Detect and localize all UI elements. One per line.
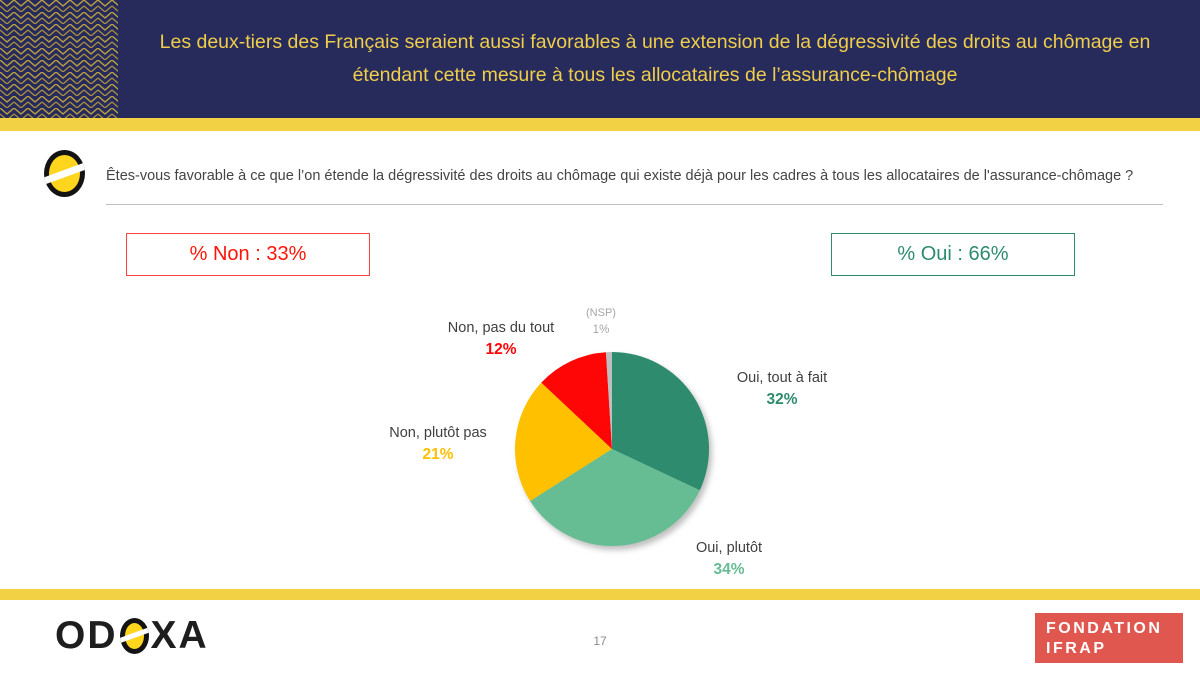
pie-label-non-pas-du-tout-pct: 12% <box>485 341 517 359</box>
odoxa-o-icon <box>119 618 149 654</box>
ifrap-logo-line2: IFRAP <box>1046 639 1107 657</box>
odoxa-logo-right: XA <box>150 614 209 657</box>
pie-slice-0 <box>612 352 709 491</box>
pie-slice-1 <box>530 449 700 546</box>
herringbone-pattern <box>0 0 118 118</box>
pie-label-oui-plutot-text: Oui, plutôt <box>695 540 763 556</box>
pie-label-oui-plutot: Oui, plutôt 34% <box>696 538 762 581</box>
pie-label-non-plutot-pas: Non, plutôt pas 21% <box>389 423 487 466</box>
page-number: 17 <box>593 634 607 648</box>
pie-slice-4 <box>605 352 612 449</box>
fondation-ifrap-logo: FONDATION IFRAP <box>1035 613 1183 663</box>
yellow-stripe-bottom <box>0 589 1200 600</box>
summary-box-oui: % Oui : 66% <box>831 233 1075 276</box>
pie-label-oui-tout-a-fait: Oui, tout à fait 32% <box>737 368 827 411</box>
pie-label-non-pas-du-tout-text: Non, pas du tout <box>447 320 555 336</box>
odoxa-badge-icon <box>44 150 85 202</box>
yellow-stripe-top <box>0 118 1200 131</box>
slide-title: Les deux-tiers des Français seraient aus… <box>159 30 1151 86</box>
question-divider <box>106 204 1163 205</box>
pie-chart <box>515 352 709 546</box>
ifrap-logo-line1: FONDATION <box>1046 619 1163 637</box>
summary-box-non: % Non : 33% <box>126 233 370 276</box>
pie-label-non-pas-du-tout: Non, pas du tout 12% <box>448 318 554 361</box>
header-banner: Les deux-tiers des Français seraient aus… <box>0 0 1200 118</box>
pie-label-oui-plutot-pct: 34% <box>713 561 745 579</box>
summary-non-label: % Non : 33% <box>189 243 307 265</box>
summary-oui-label: % Oui : 66% <box>897 243 1009 265</box>
pie-label-non-plutot-pas-text: Non, plutôt pas <box>389 425 487 441</box>
odoxa-logo-left: OD <box>55 614 118 657</box>
odoxa-logo: OD XA <box>55 614 209 658</box>
pie-label-oui-tout-a-fait-text: Oui, tout à fait <box>736 370 828 386</box>
pie-label-oui-tout-a-fait-pct: 32% <box>766 391 798 409</box>
survey-question: Êtes-vous favorable à ce que l’on étende… <box>106 168 1134 184</box>
footer: OD XA 17 FONDATION IFRAP <box>0 600 1200 675</box>
pie-label-nsp-text: (NSP) <box>586 307 616 319</box>
pie-slice-2 <box>515 382 612 501</box>
pie-label-non-plutot-pas-pct: 21% <box>422 446 454 464</box>
pie-slice-3 <box>541 352 612 449</box>
pie-label-nsp-pct: 1% <box>592 324 610 337</box>
pie-label-nsp: (NSP) 1% <box>586 306 616 338</box>
